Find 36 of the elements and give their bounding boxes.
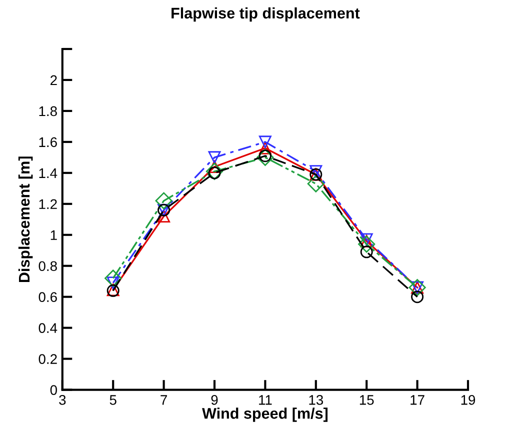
y-tick-label: 1.4 [39,168,58,178]
point [206,162,224,180]
x-axis-title: Wind speed [m/s] [202,408,328,422]
x-tick-label: 7 [160,395,167,405]
point [104,270,122,287]
y-tick-label: 1 [50,230,57,240]
point [258,136,272,148]
point [358,236,376,253]
point [208,151,221,164]
point [258,142,272,154]
y-tick-label: 0.4 [38,323,58,333]
x-tick-label: 17 [410,395,424,405]
y-axis-title: Displacement [m] [18,156,33,282]
x-tick-label: 11 [259,395,272,405]
y-tick-label: 2 [50,75,57,86]
y-tick-label: 1.2 [39,199,57,209]
x-tick-label: 19 [461,395,476,405]
point [158,210,170,223]
point [310,165,322,178]
x-tick-label: 5 [110,395,116,405]
point [360,246,373,258]
point [256,148,274,166]
y-tick-label: 1.6 [39,137,57,148]
x-tick-label: 15 [360,395,374,405]
y-tick-label: 0.8 [38,261,57,272]
x-tick-label: 9 [211,395,218,405]
y-tick-label: 0 [50,385,57,395]
point [155,192,172,210]
y-tick-label: 1.8 [39,106,57,116]
x-tick-label: 13 [309,395,324,405]
point [411,290,424,304]
point [307,175,324,192]
x-tick-label: 3 [59,395,66,405]
y-tick-label: 0.6 [38,292,57,302]
y-tick-label: 0.2 [38,354,57,364]
chart-title: Flapwise tip displacement [172,7,360,22]
